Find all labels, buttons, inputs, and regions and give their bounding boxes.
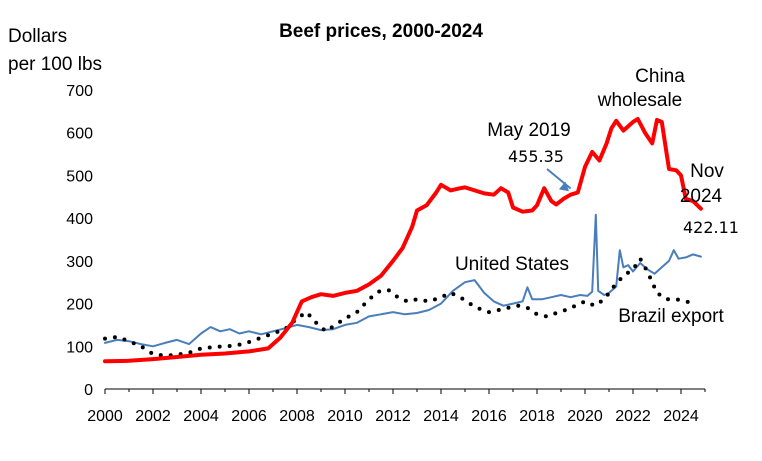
y-tick-label: 500 [66,168,93,185]
nov-2024-label-line: 2024 [680,186,723,207]
brazil-label: Brazil export [618,306,724,327]
series-layer [103,117,703,364]
x-tick-label: 2008 [279,408,315,425]
y-tick-label: 600 [66,126,93,143]
x-tick-label: 2002 [135,408,171,425]
y-tick-label: 200 [66,297,93,314]
us-label: United States [455,254,569,275]
may-2019-label: May 2019 [487,120,570,141]
may-2019-arrow-shaft [546,168,572,190]
x-tick-label: 2024 [663,408,699,425]
china-label-line: China [635,66,685,87]
y-tick-label: 300 [66,254,93,271]
nov-2024-label-line: Nov [690,161,724,182]
y-tick-label: 400 [66,211,93,228]
nov-2024-value: 422.11 [683,218,739,237]
y-tick-label: 0 [84,382,93,399]
x-tick-label: 2014 [423,408,459,425]
chart-title: Beef prices, 2000-2024 [279,21,483,42]
x-tick-label: 2020 [567,408,603,425]
x-tick-label: 2010 [327,408,363,425]
may-2019-arrow-head [558,181,570,192]
china-label-line: wholesale [597,90,683,111]
axes: 0 100 200 300 400 500 600 700 2000 2002 2004 2006 20… [66,83,706,425]
y-axis-label: per 100 lbs [8,54,102,75]
x-tick-label: 2004 [183,408,219,425]
x-tick-label: 2016 [471,408,507,425]
may-2019-value: 455.35 [508,147,564,166]
series-brazil-export [103,256,698,358]
x-tick-label: 2006 [231,408,267,425]
x-tick-label: 2022 [615,408,651,425]
y-tick-label: 100 [66,339,93,356]
labels-layer: Beef prices, 2000-2024 Dollars per 100 lbs… [8,21,739,327]
series-china-wholesale [103,117,703,364]
y-tick-label: 700 [66,83,93,100]
x-tick-label: 2018 [519,408,555,425]
x-tick-label: 2012 [375,408,411,425]
series-united-states [104,213,702,348]
y-axis-label: Dollars [8,26,67,47]
x-tick-label: 2000 [87,408,123,425]
